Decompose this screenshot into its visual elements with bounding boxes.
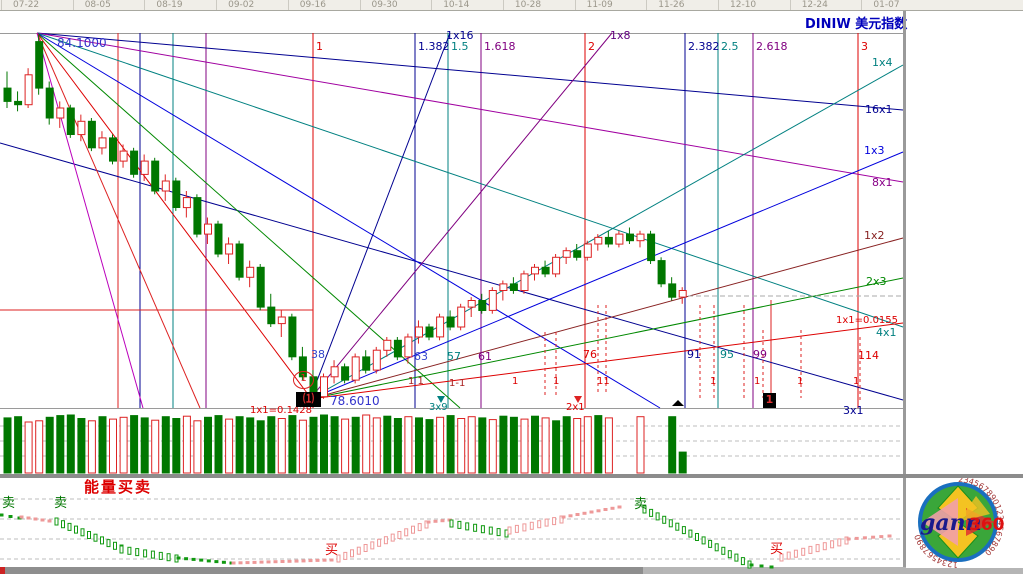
chart-annotation-label: 114 — [858, 349, 879, 362]
date-label: 08-19 — [156, 0, 183, 10]
symbol-title: DINIW 美元指数 — [805, 17, 908, 32]
chart-annotation-label: 8x1 — [872, 176, 893, 189]
chart-annotation-label: 2x3 — [866, 275, 887, 288]
pivot-box-marker: 1 — [763, 393, 776, 408]
bottom-left-marker — [0, 567, 5, 574]
date-tick — [789, 0, 791, 10]
date-tick — [861, 0, 863, 10]
chart-annotation-label: 2.382 — [688, 40, 720, 53]
gann360-logo: 2345678901234567890 1234567890 gann 360 — [913, 475, 1005, 569]
date-tick — [1, 0, 2, 10]
chart-annotation-label: 1 — [797, 376, 804, 387]
chart-annotation-label: 3 — [861, 40, 868, 53]
chart-annotation-label: 76 — [583, 348, 597, 361]
chart-annotation-label: 3x9 — [429, 402, 448, 413]
chart-annotation-label: 1 — [754, 376, 761, 387]
chart-annotation-label: 1x1=0.1428 — [250, 405, 313, 416]
chart-annotation-label: 1 — [316, 40, 323, 53]
chart-annotation-label: 1-1 — [449, 378, 466, 389]
chart-annotation-label: 3x1 — [843, 404, 864, 417]
date-label: 12-10 — [730, 0, 757, 10]
logo-pane: 2345678901234567890 1234567890 gann 360 — [906, 475, 1023, 569]
chart-annotation-label: 4x1 — [876, 326, 897, 339]
chart-annotation-label: 91 — [687, 348, 701, 361]
pivot-circle-marker: 1 — [293, 371, 314, 389]
chart-annotation-label: 63 — [414, 350, 428, 363]
chart-annotation-label: 57 — [447, 350, 461, 363]
chart-annotation-label: 能量买卖 — [84, 478, 153, 496]
chart-annotation-label: 78.6010 — [330, 394, 380, 408]
chart-annotation-label: 1 — [553, 376, 560, 387]
chart-annotation-label: 2.618 — [756, 40, 788, 53]
chart-annotation-label: 95 — [720, 348, 734, 361]
chart-annotation-label: 1 — [853, 376, 860, 387]
chart-annotation-label: 11 — [597, 376, 610, 387]
chart-annotation-label: 卖 — [2, 496, 16, 511]
date-label: 09-16 — [299, 0, 326, 10]
logo-360-text: 360 — [969, 515, 1005, 535]
chart-annotation-label: 卖 — [634, 497, 648, 512]
date-label: 12-24 — [801, 0, 828, 10]
date-label: 11-26 — [658, 0, 685, 10]
chart-annotation-label: 买 — [770, 542, 784, 557]
chart-annotation-label: 卖 — [54, 496, 68, 511]
chart-annotation-label: 1.382 — [418, 40, 450, 53]
date-label: 10-14 — [443, 0, 470, 10]
chart-annotation-label: 1 — [710, 376, 717, 387]
chart-annotation-label: 1x8 — [610, 29, 631, 42]
chart-annotation-label: 1x3 — [864, 144, 885, 157]
chart-annotation-label: 1x1=0.0155 — [836, 315, 899, 326]
chart-annotation-label: 1x2 — [864, 229, 885, 242]
volume-pane-divider — [0, 474, 1023, 478]
chart-annotation-label: 84.1000 — [57, 36, 107, 50]
chart-annotation-label: 38 — [311, 348, 325, 361]
chart-annotation-label: 2.5 — [721, 40, 739, 53]
chart-annotation-label: 99 — [753, 348, 767, 361]
date-label: 09-30 — [371, 0, 398, 10]
date-tick — [574, 0, 576, 10]
chart-annotation-label: 1x4 — [872, 56, 893, 69]
date-label: 11-09 — [586, 0, 613, 10]
chart-annotation-label: 1.618 — [484, 40, 516, 53]
date-label: 10-28 — [514, 0, 542, 10]
date-tick — [144, 0, 146, 10]
date-tick — [646, 0, 648, 10]
date-tick — [287, 0, 289, 10]
chart-annotation-label: 买 — [325, 543, 339, 558]
chart-annotation-label: 1x16 — [446, 29, 474, 42]
date-tick — [72, 0, 74, 10]
chart-annotation-label: 61 — [478, 350, 492, 363]
date-tick — [502, 0, 504, 10]
date-label: 09-02 — [228, 0, 255, 10]
date-tick — [718, 0, 719, 10]
bottom-scroll-thumb[interactable] — [0, 567, 643, 574]
chart-annotation-label: 2 — [588, 40, 595, 53]
date-label: 07-22 — [13, 0, 40, 10]
chart-annotation-label: 1 — [512, 376, 519, 387]
date-label: 08-05 — [84, 0, 111, 10]
pivot-box-marker: ⑴ — [296, 392, 321, 407]
chart-annotation-label: 2x1 — [566, 402, 585, 413]
date-label: 01-07 — [873, 0, 900, 10]
date-tick — [359, 0, 361, 10]
chart-annotation-label: 16x1 — [865, 103, 893, 116]
chart-annotation-label: 1 1 — [408, 376, 424, 387]
date-tick — [431, 0, 433, 10]
date-axis: 07-22 08-05 08-19 09-02 09-16 09-30 10-14 10-28… — [0, 0, 1023, 11]
chart-bottom-border — [0, 408, 903, 409]
right-pane-divider — [903, 11, 906, 568]
date-tick — [216, 0, 218, 10]
chart-annotation-label: 1.5 — [451, 40, 469, 53]
logo-gann-text: gann — [920, 510, 982, 536]
